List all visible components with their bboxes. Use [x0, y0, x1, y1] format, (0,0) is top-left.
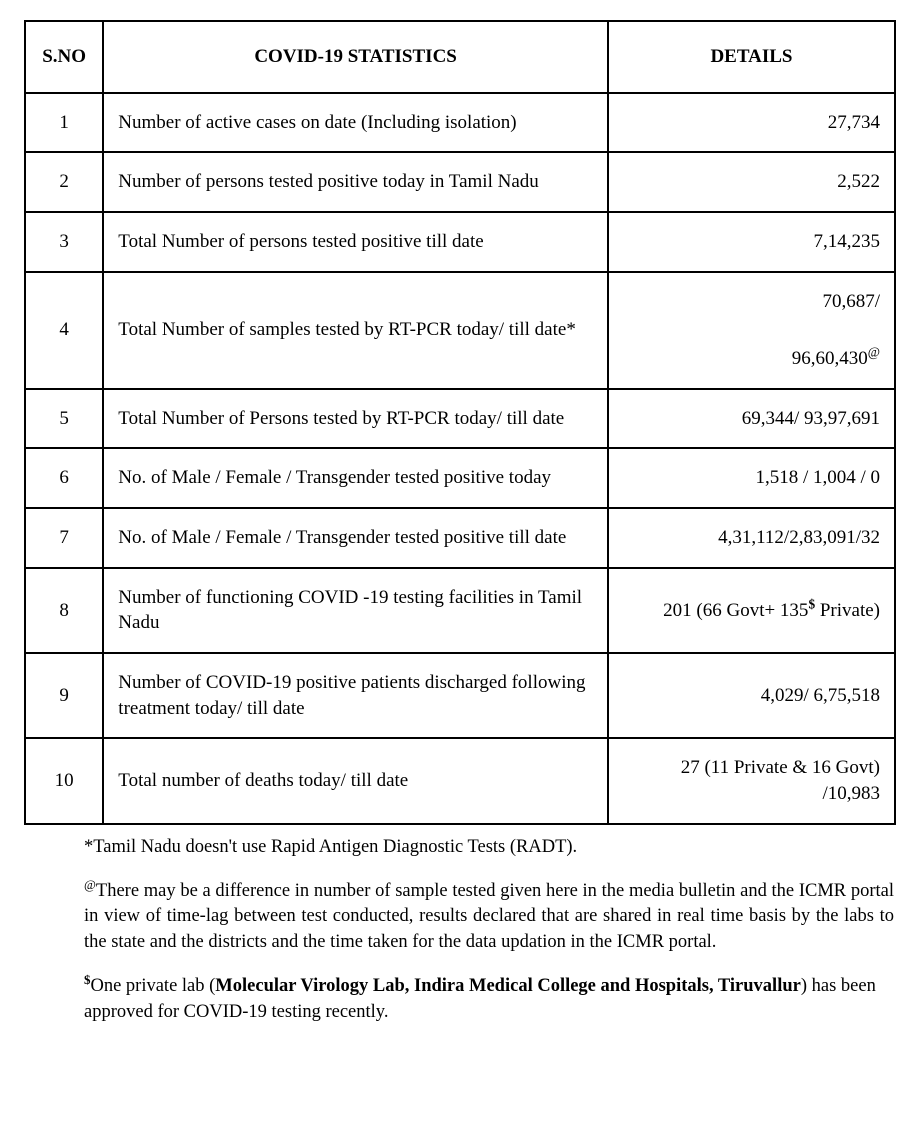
footnote-radt: *Tamil Nadu doesn't use Rapid Antigen Di… [84, 835, 894, 861]
col-header-details: DETAILS [608, 21, 895, 93]
table-row: 3 Total Number of persons tested positiv… [25, 212, 895, 272]
cell-stat: Total Number of Persons tested by RT-PCR… [103, 389, 608, 449]
cell-details: 4,31,112/2,83,091/32 [608, 508, 895, 568]
cell-details: 70,687/ 96,60,430@ [608, 272, 895, 389]
table-row: 9 Number of COVID-19 positive patients d… [25, 653, 895, 738]
cell-stat: No. of Male / Female / Transgender teste… [103, 448, 608, 508]
cell-stat: Total Number of persons tested positive … [103, 212, 608, 272]
cell-sno: 10 [25, 738, 103, 823]
cell-stat: Total Number of samples tested by RT-PCR… [103, 272, 608, 389]
cell-sno: 8 [25, 568, 103, 653]
cell-details: 1,518 / 1,004 / 0 [608, 448, 895, 508]
cell-sno: 4 [25, 272, 103, 389]
cell-stat: Number of COVID-19 positive patients dis… [103, 653, 608, 738]
cell-details: 4,029/ 6,75,518 [608, 653, 895, 738]
table-header-row: S.NO COVID-19 STATISTICS DETAILS [25, 21, 895, 93]
cell-stat: Total number of deaths today/ till date [103, 738, 608, 823]
table-row: 4 Total Number of samples tested by RT-P… [25, 272, 895, 389]
cell-stat: Number of functioning COVID -19 testing … [103, 568, 608, 653]
cell-sno: 3 [25, 212, 103, 272]
table-body: 1 Number of active cases on date (Includ… [25, 93, 895, 824]
cell-sno: 9 [25, 653, 103, 738]
cell-stat: Number of persons tested positive today … [103, 152, 608, 212]
cell-sno: 5 [25, 389, 103, 449]
table-row: 2 Number of persons tested positive toda… [25, 152, 895, 212]
cell-sno: 2 [25, 152, 103, 212]
table-row: 8 Number of functioning COVID -19 testin… [25, 568, 895, 653]
table-row: 5 Total Number of Persons tested by RT-P… [25, 389, 895, 449]
cell-sno: 7 [25, 508, 103, 568]
table-row: 6 No. of Male / Female / Transgender tes… [25, 448, 895, 508]
cell-details-top: 70,687/ [609, 273, 894, 331]
cell-stat: No. of Male / Female / Transgender teste… [103, 508, 608, 568]
table-row: 10 Total number of deaths today/ till da… [25, 738, 895, 823]
cell-sno: 1 [25, 93, 103, 153]
covid-stats-table: S.NO COVID-19 STATISTICS DETAILS 1 Numbe… [24, 20, 896, 825]
cell-details: 27,734 [608, 93, 895, 153]
footnote-private-lab: $One private lab (Molecular Virology Lab… [84, 974, 894, 1026]
col-header-stat: COVID-19 STATISTICS [103, 21, 608, 93]
cell-stat: Number of active cases on date (Includin… [103, 93, 608, 153]
cell-details-bottom: 96,60,430@ [609, 330, 894, 388]
cell-sno: 6 [25, 448, 103, 508]
table-row: 7 No. of Male / Female / Transgender tes… [25, 508, 895, 568]
cell-details: 201 (66 Govt+ 135$ Private) [608, 568, 895, 653]
footnotes: *Tamil Nadu doesn't use Rapid Antigen Di… [84, 835, 894, 1026]
col-header-sno: S.NO [25, 21, 103, 93]
cell-details: 69,344/ 93,97,691 [608, 389, 895, 449]
table-row: 1 Number of active cases on date (Includ… [25, 93, 895, 153]
cell-details: 2,522 [608, 152, 895, 212]
cell-details: 27 (11 Private & 16 Govt) /10,983 [608, 738, 895, 823]
cell-details: 7,14,235 [608, 212, 895, 272]
footnote-icmr: @There may be a difference in number of … [84, 879, 894, 957]
